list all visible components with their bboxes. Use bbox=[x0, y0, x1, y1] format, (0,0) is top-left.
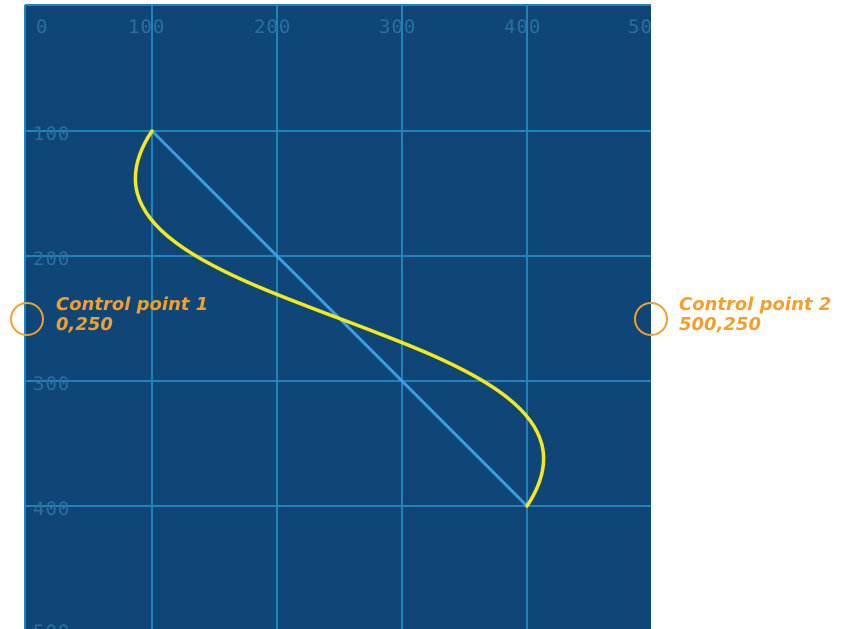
x-tick-label: 50 bbox=[628, 16, 653, 38]
y-tick-label: 200 bbox=[33, 248, 70, 270]
control-point-1-coords: 0,250 bbox=[56, 314, 113, 335]
y-tick-labels: 100 200 300 400 500 bbox=[33, 123, 70, 629]
grid bbox=[24, 4, 651, 629]
control-point-2-circle[interactable] bbox=[634, 302, 668, 336]
x-tick-label: 200 bbox=[254, 16, 291, 38]
x-tick-label: 300 bbox=[379, 16, 416, 38]
control-point-1-title: Control point 1 bbox=[56, 294, 209, 315]
control-point-1-circle[interactable] bbox=[10, 302, 44, 336]
x-tick-label: 100 bbox=[128, 16, 165, 38]
control-point-2-label: Control point 2 500,250 bbox=[679, 295, 831, 335]
control-point-2-title: Control point 2 bbox=[679, 294, 832, 315]
y-tick-label: 400 bbox=[33, 498, 70, 520]
x-tick-labels: 0 100 200 300 400 50 bbox=[36, 16, 653, 38]
y-tick-label: 500 bbox=[33, 621, 70, 629]
bezier-curve bbox=[133, 129, 546, 508]
y-tick-label: 100 bbox=[33, 123, 70, 145]
x-tick-label: 0 bbox=[36, 16, 48, 38]
x-tick-label: 400 bbox=[504, 16, 541, 38]
control-point-2-coords: 500,250 bbox=[679, 314, 761, 335]
y-tick-label: 300 bbox=[33, 373, 70, 395]
control-point-1-label: Control point 1 0,250 bbox=[56, 295, 208, 335]
